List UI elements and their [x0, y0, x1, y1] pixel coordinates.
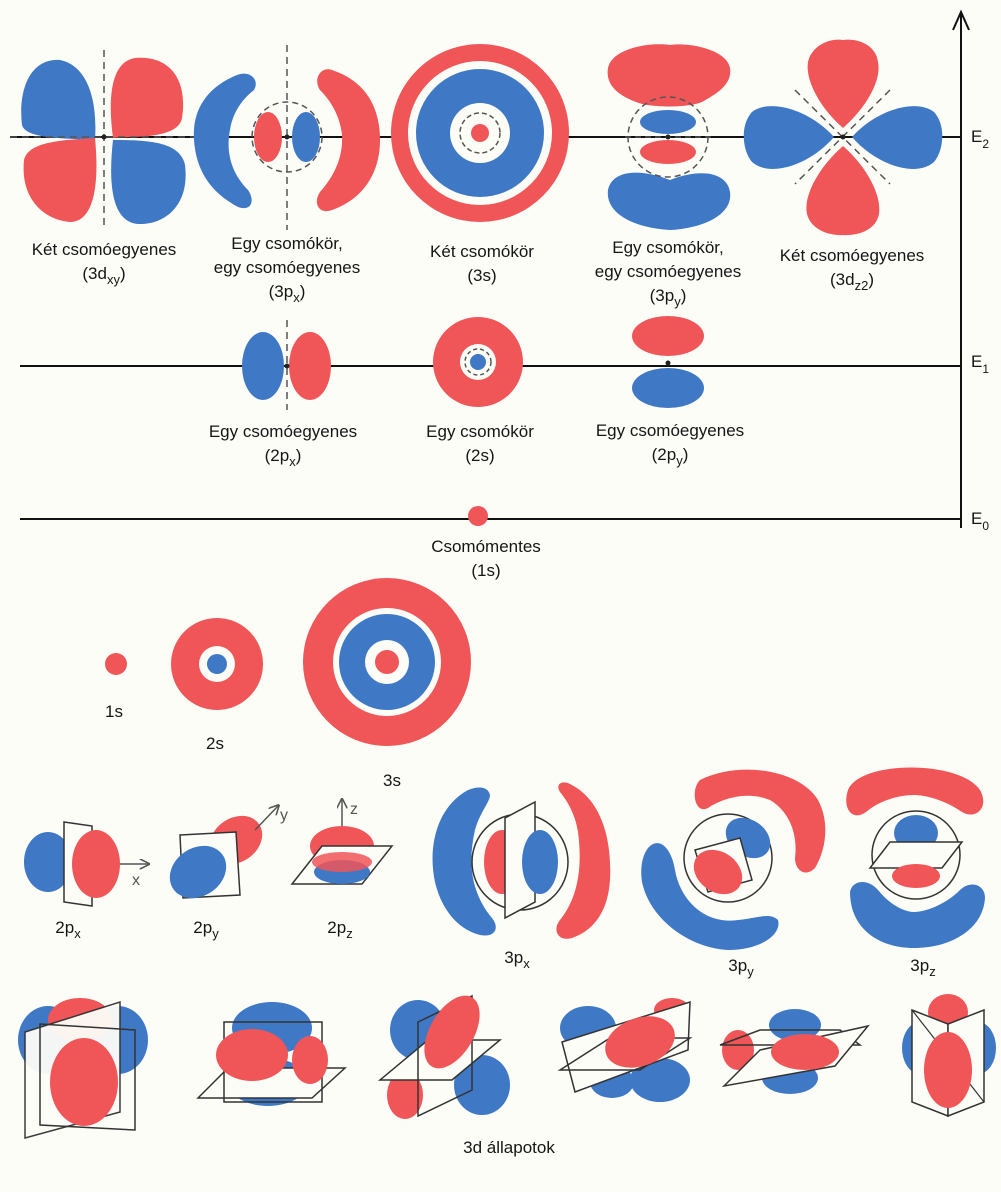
label-3pz: 3pz	[910, 956, 936, 979]
orbital-3s	[303, 578, 471, 746]
orbital-3d-1	[18, 998, 148, 1139]
label-1s: 1s	[105, 702, 123, 721]
energy-label-e0: E0	[971, 509, 990, 533]
orbital-2pz: z	[290, 800, 394, 885]
caption-1s-top: Csomómentes (1s)	[431, 537, 541, 580]
caption-3px: Egy csomókör, egy csomóegyenes (3px)	[213, 234, 361, 305]
axis-y-label: y	[280, 807, 288, 824]
orbital-1s	[105, 653, 127, 675]
energy-label-e2: E2	[971, 127, 990, 151]
caption-3s: Két csomókör (3s)	[430, 242, 534, 285]
caption-3dxy: Két csomóegyenes (3dxy)	[31, 240, 177, 287]
orbital-3dxy-top	[10, 50, 200, 230]
orbital-3px-top	[193, 45, 380, 230]
label-3px: 3px	[504, 948, 530, 971]
orbital-3px	[432, 782, 611, 939]
orbital-3py-top	[607, 44, 731, 230]
label-2py: 2py	[193, 918, 219, 941]
axis-z-label: z	[350, 801, 358, 818]
caption-3dz2: Két csomóegyenes (3dz2)	[779, 246, 925, 293]
label-3d-states: 3d állapotok	[463, 1138, 555, 1157]
label-3py: 3py	[728, 956, 754, 979]
orbital-2s-top	[433, 317, 523, 407]
caption-2px: Egy csomóegyenes (2px)	[208, 422, 358, 469]
orbital-3s-top	[391, 44, 569, 222]
orbital-3py	[641, 769, 826, 950]
orbital-2py-top	[632, 316, 704, 408]
caption-2s: Egy csomókör (2s)	[426, 422, 534, 465]
orbital-3d-6	[902, 994, 996, 1118]
orbital-3d-5	[719, 1009, 870, 1094]
orbital-2px-top	[242, 320, 331, 410]
orbital-3pz	[846, 767, 985, 948]
label-2px: 2px	[55, 918, 81, 941]
orbital-2s	[171, 618, 263, 710]
orbital-2py: y	[169, 806, 288, 899]
orbital-3d-4	[557, 998, 693, 1102]
axis-x-label: x	[132, 872, 140, 889]
label-2pz: 2pz	[327, 918, 353, 941]
energy-label-e1: E1	[971, 352, 990, 376]
label-2s: 2s	[206, 734, 224, 753]
caption-3py: Egy csomókör, egy csomóegyenes (3py)	[594, 238, 742, 309]
energy-axis	[952, 9, 970, 528]
orbital-3d-3	[377, 994, 510, 1119]
orbital-3d-2	[196, 1002, 347, 1106]
label-3s: 3s	[383, 771, 401, 790]
caption-2py: Egy csomóegyenes (2py)	[595, 421, 745, 468]
orbital-2px: x	[24, 821, 148, 907]
orbital-3dz2-top	[743, 39, 943, 236]
orbital-1s-top	[468, 506, 488, 526]
